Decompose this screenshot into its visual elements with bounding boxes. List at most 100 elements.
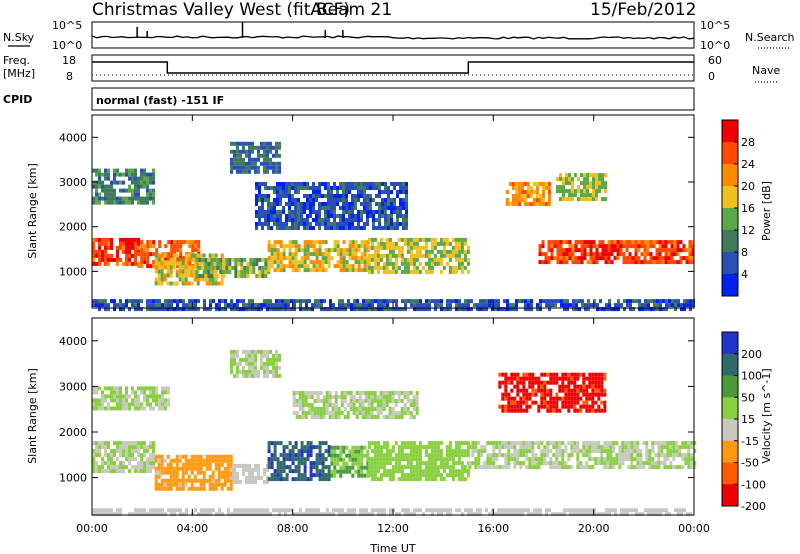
power-cell (520, 186, 524, 190)
velocity-cell (522, 384, 526, 389)
velocity-cell (116, 406, 119, 411)
power-cell (568, 177, 571, 182)
power-cell (354, 182, 357, 186)
power-cell (164, 244, 168, 249)
velocity-cell (486, 461, 490, 466)
power-cell (575, 303, 578, 308)
power-cell (605, 303, 608, 308)
velocity-cell (199, 462, 203, 467)
power-cell (427, 265, 431, 270)
power-heatmap (92, 141, 695, 312)
velocity-cell (693, 461, 697, 466)
power-cell (251, 165, 254, 170)
power-cell (291, 268, 295, 273)
velocity-cell (307, 403, 311, 407)
velocity-cell (379, 407, 383, 411)
velocity-cell (366, 465, 370, 470)
velocity-cell (273, 457, 277, 462)
power-cell (363, 222, 366, 226)
velocity-cell (143, 461, 146, 466)
power-cell (458, 307, 461, 312)
power-cell (382, 241, 386, 246)
power-cell (276, 226, 279, 230)
velocity-cell (657, 457, 661, 462)
velocity-cell (306, 445, 310, 450)
power-cell (514, 202, 518, 206)
velocity-cell (134, 449, 137, 454)
velocity-cell (208, 454, 212, 459)
power-cell (92, 241, 95, 246)
power-cell (532, 190, 536, 194)
velocity-cell (335, 508, 338, 513)
power-cell (257, 303, 260, 308)
velocity-cell (394, 453, 398, 458)
power-cell (345, 252, 349, 257)
cpid-label: CPID (3, 93, 32, 106)
velocity-cell (322, 415, 326, 419)
power-cell (324, 206, 327, 210)
power-cell (631, 260, 635, 265)
velocity-cell (134, 445, 137, 450)
power-cell (95, 168, 98, 173)
power-cell (302, 299, 305, 304)
power-cell (264, 266, 268, 270)
power-cell (233, 157, 236, 162)
power-cell (197, 240, 201, 245)
power-cell (110, 196, 113, 201)
power-cell (327, 218, 330, 222)
power-cell (261, 202, 264, 206)
velocity-cell (397, 391, 401, 395)
velocity-cell (161, 402, 164, 407)
velocity-cell (555, 380, 559, 385)
power-cell (312, 248, 316, 253)
velocity-cell (385, 403, 389, 407)
velocity-cell (449, 508, 452, 513)
power-cell (332, 307, 335, 312)
power-cell (345, 186, 348, 190)
velocity-cell (348, 465, 352, 470)
power-cell (281, 299, 284, 304)
velocity-cell (657, 453, 661, 458)
power-cell (101, 303, 104, 308)
power-cell (152, 192, 155, 197)
velocity-cell (379, 453, 383, 458)
power-cell (321, 194, 324, 198)
velocity-cell (333, 469, 337, 474)
power-cell (149, 252, 153, 257)
velocity-cell (627, 465, 631, 470)
power-cell (263, 153, 266, 158)
power-cell (363, 190, 366, 194)
power-cell (339, 214, 342, 218)
power-cell (267, 198, 270, 202)
velocity-cell (305, 512, 308, 517)
power-cell (544, 202, 548, 206)
power-cell (342, 222, 345, 226)
power-cell (242, 299, 245, 304)
power-cell (264, 182, 267, 186)
velocity-cell (119, 508, 122, 513)
velocity-cell (489, 465, 493, 470)
power-cell (580, 256, 584, 261)
power-cell (234, 274, 238, 278)
power-cell (279, 222, 282, 226)
velocity-cell (560, 512, 563, 517)
power-cell (176, 248, 180, 253)
power-cell (284, 299, 287, 304)
power-cell (619, 248, 623, 253)
velocity-cell (119, 449, 122, 454)
power-cell (243, 266, 247, 270)
velocity-cell (380, 508, 383, 513)
power-cell (405, 202, 408, 206)
velocity-cell (415, 411, 419, 415)
power-cell (303, 182, 306, 186)
power-cell (631, 244, 635, 249)
velocity-cell (101, 398, 104, 403)
power-cell (276, 268, 280, 273)
velocity-cell (394, 457, 398, 462)
power-cell (583, 177, 586, 182)
power-cell (176, 307, 179, 312)
velocity-cell (245, 361, 248, 366)
power-cell (134, 180, 137, 185)
velocity-cell (175, 454, 179, 459)
power-cell (409, 249, 413, 254)
